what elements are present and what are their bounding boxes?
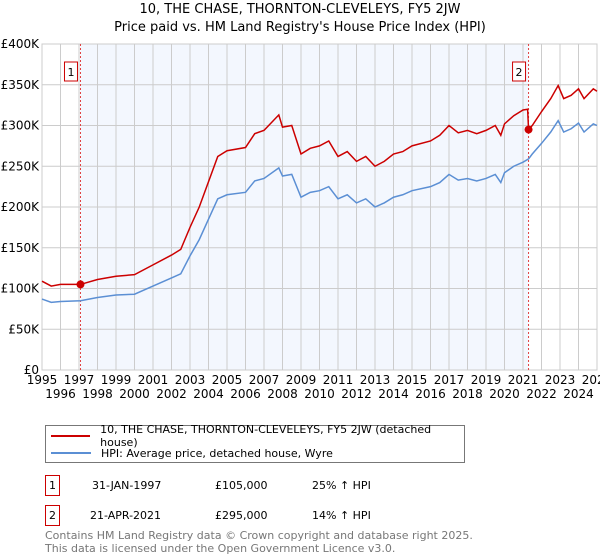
y-tick-label: £300K [1, 119, 41, 133]
footer: Contains HM Land Registry data © Crown c… [45, 529, 473, 555]
y-tick-label: £50K [8, 322, 40, 336]
sale-marker-box [63, 61, 78, 82]
y-tick-label: £250K [1, 159, 41, 173]
x-tick-label: 2014 [378, 387, 409, 401]
x-tick-label: 2002 [156, 387, 187, 401]
x-tick-label: 2022 [526, 387, 557, 401]
x-tick-label: 2013 [360, 373, 391, 387]
x-tick-label: 2021 [508, 373, 539, 387]
x-tick-label: 2025 [582, 373, 600, 387]
x-tick-label: 2003 [175, 373, 206, 387]
sale-marker-box [512, 61, 527, 82]
x-tick-label: 1996 [45, 387, 76, 401]
transaction-hpi: 25% ↑ HPI [312, 479, 371, 492]
x-tick-label: 2008 [267, 387, 298, 401]
x-tick-label: 2000 [119, 387, 150, 401]
x-tick-label: 2011 [323, 373, 354, 387]
x-tick-label: 2006 [230, 387, 261, 401]
marker-badge: 2 [45, 505, 60, 526]
y-tick-label: £0 [24, 363, 39, 377]
x-tick-label: 2009 [286, 373, 317, 387]
x-tick-label: 2004 [193, 387, 224, 401]
legend-swatch-red [51, 435, 91, 437]
transaction-date: 21-APR-2021 [90, 509, 162, 522]
legend-label: 10, THE CHASE, THORNTON-CLEVELEYS, FY5 2… [100, 423, 432, 449]
transaction-date: 31-JAN-1997 [92, 479, 162, 492]
chart-subtitle: Price paid vs. HM Land Registry's House … [114, 20, 486, 35]
legend-swatch-blue [51, 452, 91, 454]
x-tick-label: 2012 [341, 387, 372, 401]
legend-item-property: 10, THE CHASE, THORNTON-CLEVELEYS, FY5 2… [51, 423, 464, 449]
sale-marker-label: 2 [516, 66, 523, 79]
chart-title: 10, THE CHASE, THORNTON-CLEVELEYS, FY5 2… [139, 2, 461, 17]
footer-line: Contains HM Land Registry data © Crown c… [45, 529, 473, 542]
y-tick-label: £150K [1, 241, 41, 255]
legend-item-hpi: HPI: Average price, detached house, Wyre [51, 446, 333, 460]
x-tick-label: 1998 [82, 387, 113, 401]
marker-badge: 1 [45, 475, 60, 496]
y-tick-label: £400K [1, 37, 41, 51]
legend: 10, THE CHASE, THORNTON-CLEVELEYS, FY5 2… [45, 423, 465, 463]
x-tick-label: 2015 [397, 373, 428, 387]
y-tick-label: £100K [1, 282, 41, 296]
sale-point [76, 280, 85, 289]
x-tick-label: 2007 [249, 373, 280, 387]
y-tick-label: £200K [1, 200, 41, 214]
x-tick-label: 2020 [489, 387, 520, 401]
footer-line: This data is licensed under the Open Gov… [45, 542, 396, 555]
x-tick-label: 2005 [212, 373, 243, 387]
series-line [41, 119, 598, 304]
x-tick-label: 2018 [452, 387, 483, 401]
x-tick-label: 2023 [545, 373, 576, 387]
y-tick-label: £350K [1, 78, 41, 92]
x-tick-label: 2019 [471, 373, 502, 387]
x-tick-label: 2010 [304, 387, 335, 401]
transaction-hpi: 14% ↑ HPI [312, 509, 371, 522]
x-tick-label: 2017 [434, 373, 465, 387]
sale-point [524, 125, 533, 134]
transaction-row: 2 21-APR-2021 £295,000 14% ↑ HPI [45, 505, 545, 526]
x-tick-label: 1999 [101, 373, 132, 387]
sale-marker-label: 1 [67, 66, 74, 79]
legend-label: HPI: Average price, detached house, Wyre [101, 446, 333, 460]
plot-area: £0 £50K £100K £150K £200K £250K £300K £350K £400… [1, 37, 600, 401]
transaction-price: £105,000 [215, 479, 268, 492]
x-tick-label: 1997 [64, 373, 95, 387]
x-tick-label: 1995 [27, 373, 58, 387]
x-tick-label: 2001 [138, 373, 169, 387]
transaction-row: 1 31-JAN-1997 £105,000 25% ↑ HPI [45, 475, 545, 496]
x-tick-label: 2016 [415, 387, 446, 401]
x-tick-label: 2024 [563, 387, 594, 401]
transaction-price: £295,000 [215, 509, 268, 522]
